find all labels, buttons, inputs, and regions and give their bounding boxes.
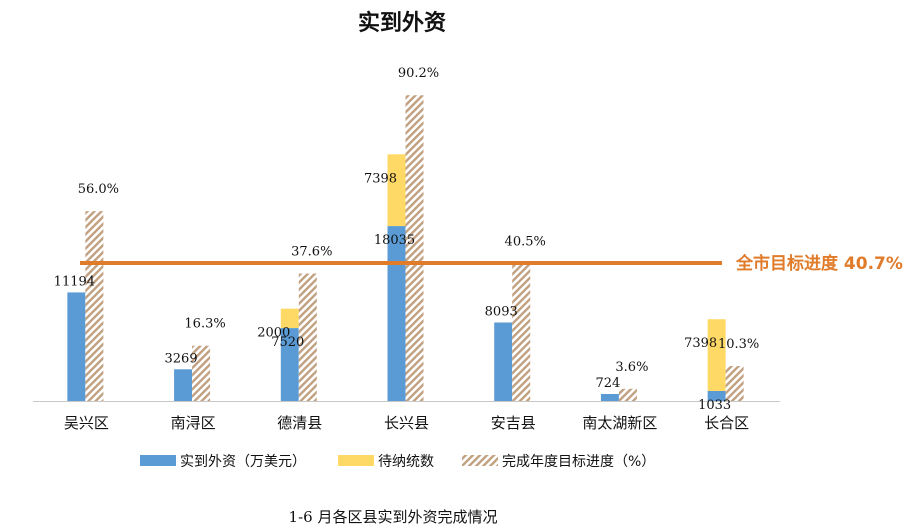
data-label-actual: 8093 — [485, 304, 518, 319]
data-label-actual: 1033 — [698, 398, 731, 413]
legend-swatch — [140, 455, 176, 466]
bar-progress — [85, 211, 104, 401]
legend-swatch — [462, 455, 498, 466]
bar-actual — [600, 393, 619, 401]
bar-actual — [387, 226, 406, 401]
category-label: 长兴县 — [384, 414, 429, 432]
category-label: 吴兴区 — [64, 414, 109, 432]
bar-progress — [298, 273, 317, 401]
legend: 实到外资（万美元） 待纳统数 完成年度目标进度（%） — [140, 454, 655, 470]
data-label-progress: 40.5% — [505, 235, 546, 250]
bar-actual — [67, 292, 86, 401]
data-label-progress: 3.6% — [615, 360, 648, 375]
chart-caption: 1-6 月各区县实到外资完成情况 — [289, 508, 498, 526]
data-label-progress: 56.0% — [78, 182, 119, 197]
category-label: 安吉县 — [491, 414, 536, 432]
bar-pending — [707, 319, 726, 391]
data-label-actual: 724 — [596, 376, 621, 391]
bar-progress — [405, 95, 424, 402]
reference-line-label: 全市目标进度 40.7% — [735, 253, 903, 274]
bar-actual — [707, 390, 726, 401]
data-label-pending: 2000 — [257, 326, 290, 341]
bar-actual — [494, 322, 513, 401]
data-label-actual: 11194 — [54, 274, 95, 289]
data-label-progress: 10.3% — [718, 337, 759, 352]
data-label-pending: 7398 — [364, 171, 397, 186]
bar-pending — [280, 308, 299, 329]
bar-progress — [725, 366, 744, 401]
legend-label: 完成年度目标进度（%） — [502, 454, 655, 470]
legend-swatch — [338, 455, 374, 466]
data-label-actual: 3269 — [165, 351, 198, 366]
data-label-progress: 16.3% — [184, 317, 225, 332]
data-label-actual: 7520 — [271, 335, 304, 350]
legend-label: 待纳统数 — [378, 454, 434, 470]
category-label: 南太湖新区 — [582, 414, 657, 432]
data-label-pending: 7398 — [684, 336, 717, 351]
data-label-progress: 37.6% — [291, 245, 332, 260]
data-label-actual: 18035 — [374, 233, 415, 248]
category-label: 长合区 — [704, 414, 749, 432]
data-label-progress: 90.2% — [398, 66, 439, 81]
bar-progress — [618, 388, 637, 401]
bar-pending — [387, 154, 406, 227]
chart-title: 实到外资 — [358, 10, 446, 36]
legend-label: 实到外资（万美元） — [180, 454, 306, 470]
bar-actual — [174, 369, 193, 401]
category-label: 德清县 — [277, 414, 322, 432]
bar-progress — [192, 345, 211, 401]
bar-progress — [512, 263, 531, 401]
bar-actual — [280, 328, 299, 401]
category-label: 南浔区 — [171, 414, 216, 432]
